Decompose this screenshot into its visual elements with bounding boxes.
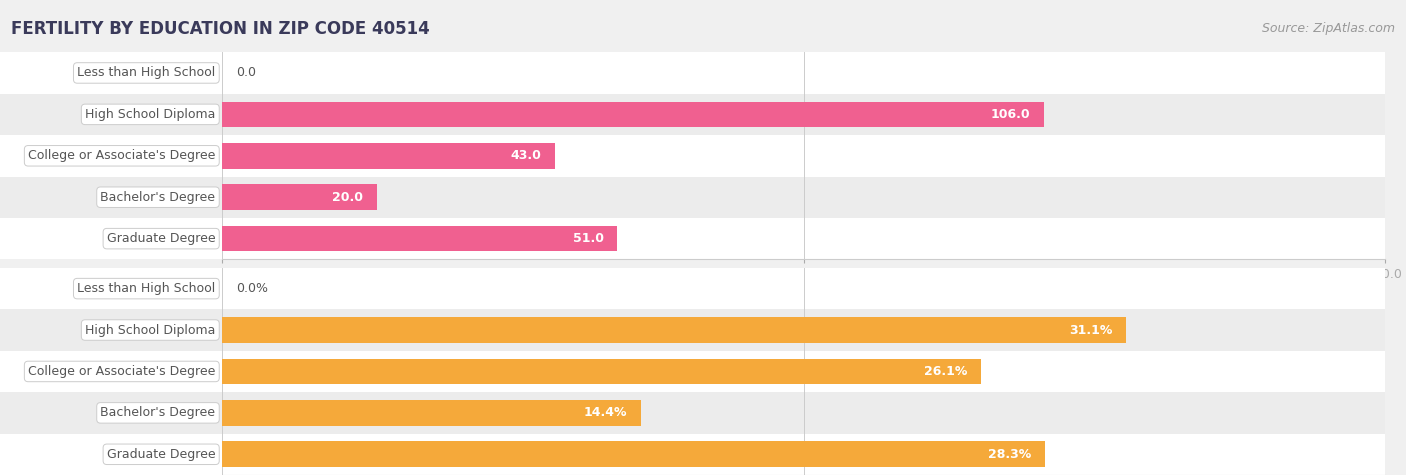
Bar (222, 52, 1385, 94)
Bar (222, 441, 1045, 467)
Text: 26.1%: 26.1% (924, 365, 967, 378)
Bar (222, 94, 1385, 135)
Bar (222, 268, 1385, 309)
Bar (222, 177, 1385, 218)
Text: Graduate Degree: Graduate Degree (107, 448, 215, 461)
Bar (0, 392, 222, 434)
Bar (222, 143, 555, 169)
Bar (0, 218, 222, 259)
Text: 106.0: 106.0 (990, 108, 1029, 121)
Bar (0, 351, 222, 392)
Text: 14.4%: 14.4% (583, 407, 627, 419)
Text: Less than High School: Less than High School (77, 66, 215, 79)
Bar (222, 184, 377, 210)
Text: 20.0: 20.0 (332, 191, 363, 204)
Bar (0, 434, 222, 475)
Text: Less than High School: Less than High School (77, 282, 215, 295)
Bar (222, 226, 617, 251)
Bar (0, 52, 222, 94)
Text: 51.0: 51.0 (572, 232, 603, 245)
Text: Source: ZipAtlas.com: Source: ZipAtlas.com (1261, 22, 1395, 35)
Text: 31.1%: 31.1% (1069, 323, 1112, 336)
Text: 0.0: 0.0 (236, 66, 256, 79)
Text: High School Diploma: High School Diploma (86, 323, 215, 336)
Text: 43.0: 43.0 (510, 149, 541, 162)
Text: 0.0%: 0.0% (236, 282, 269, 295)
Bar (0, 135, 222, 177)
Bar (222, 309, 1385, 351)
Bar (0, 268, 222, 309)
Bar (222, 400, 641, 426)
Bar (222, 317, 1126, 343)
Bar (222, 359, 981, 384)
Text: Bachelor's Degree: Bachelor's Degree (100, 191, 215, 204)
Text: College or Associate's Degree: College or Associate's Degree (28, 149, 215, 162)
Text: Graduate Degree: Graduate Degree (107, 232, 215, 245)
Bar (0, 177, 222, 218)
Text: 28.3%: 28.3% (987, 448, 1031, 461)
Text: College or Associate's Degree: College or Associate's Degree (28, 365, 215, 378)
Bar (222, 351, 1385, 392)
Bar (222, 135, 1385, 177)
Bar (222, 102, 1043, 127)
Text: Bachelor's Degree: Bachelor's Degree (100, 407, 215, 419)
Bar (0, 94, 222, 135)
Text: High School Diploma: High School Diploma (86, 108, 215, 121)
Bar (222, 434, 1385, 475)
Bar (222, 392, 1385, 434)
Text: FERTILITY BY EDUCATION IN ZIP CODE 40514: FERTILITY BY EDUCATION IN ZIP CODE 40514 (11, 20, 430, 38)
Bar (222, 218, 1385, 259)
Bar (0, 309, 222, 351)
